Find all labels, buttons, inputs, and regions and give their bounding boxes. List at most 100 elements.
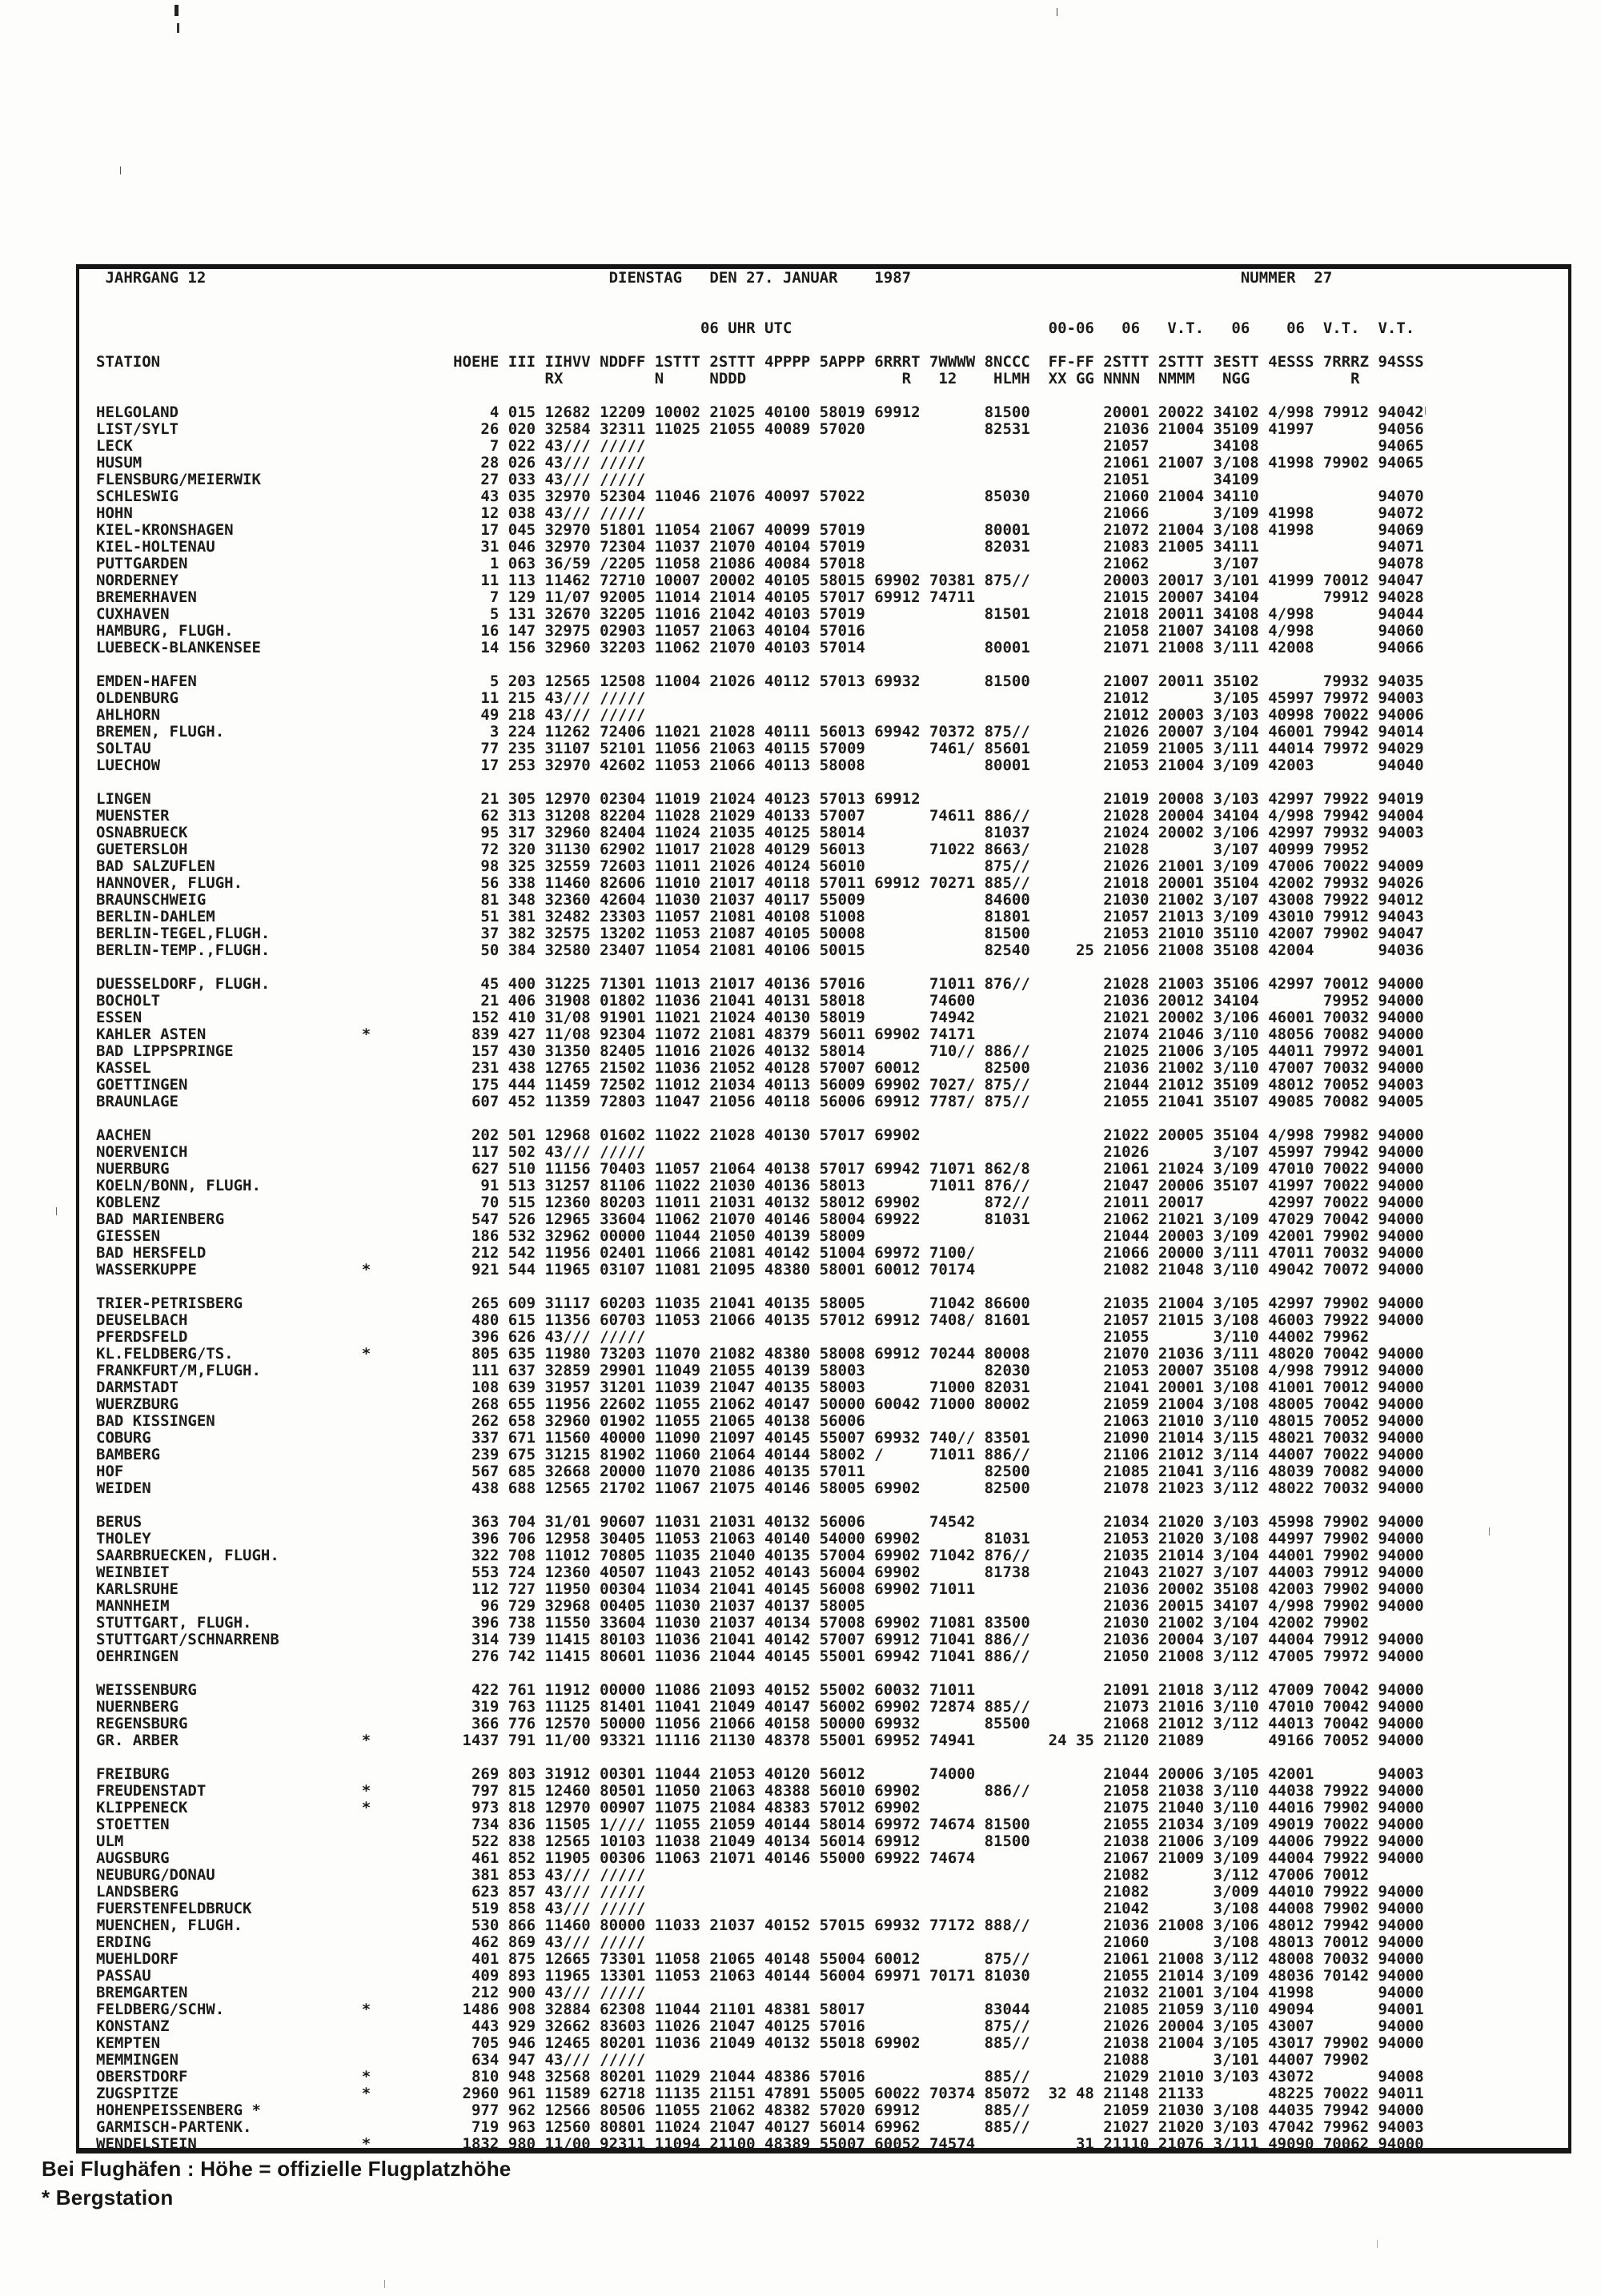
table-row: HANNOVER, FLUGH. 56 338 11460 82606 1101…: [96, 874, 1424, 892]
table-row: MUENSTER 62 313 31208 82204 11028 21029 …: [96, 807, 1424, 825]
table-row: FREUDENSTADT * 797 815 12460 80501 11050…: [96, 1782, 1424, 1800]
table-row: BREMERHAVEN 7 129 11/07 92005 11014 2101…: [96, 588, 1424, 606]
table-row: BREMGARTEN 212 900 43/// ///// 21032 210…: [96, 1984, 1424, 2001]
table-row: OEHRINGEN 276 742 11415 80601 11036 2104…: [96, 1648, 1424, 1665]
weather-observation-table: JAHRGANG 12 DIENSTAG DEN 27. JANUAR 1987…: [96, 270, 1424, 2153]
table-row: LUEBECK-BLANKENSEE 14 156 32960 32203 11…: [96, 639, 1424, 656]
table-row: COBURG 337 671 11560 40000 11090 21097 4…: [96, 1429, 1424, 1447]
table-row: BOCHOLT 21 406 31908 01802 11036 21041 4…: [96, 992, 1424, 1010]
table-row: WENDELSTEIN * 1832 980 11/00 92311 11094…: [96, 2135, 1424, 2153]
table-row: BAD SALZUFLEN 98 325 32559 72603 11011 2…: [96, 857, 1424, 875]
table-row: NORDERNEY 11 113 11462 72710 10007 20002…: [96, 572, 1424, 589]
table-row: WEISSENBURG 422 761 11912 00000 11086 21…: [96, 1681, 1424, 1699]
table-row: MUEHLDORF 401 875 12665 73301 11058 2106…: [96, 1950, 1424, 1968]
table-row: GARMISCH-PARTENK. 719 963 12560 80801 11…: [96, 2118, 1424, 2136]
table-row: NEUBURG/DONAU 381 853 43/// ///// 21082 …: [96, 1866, 1424, 1884]
table-row: EMDEN-HAFEN 5 203 12565 12508 11004 2102…: [96, 672, 1424, 690]
column-subheader-row: RX N NDDD R 12 HLMH XX GG NNNN NMMM NGG …: [96, 370, 1360, 387]
table-row: SCHLESWIG 43 035 32970 52304 11046 21076…: [96, 488, 1424, 505]
blank-row: [96, 287, 1424, 303]
table-row: GUETERSLOH 72 320 31130 62902 11017 2102…: [96, 841, 1424, 858]
blank-row: [96, 1665, 1424, 1682]
scan-noise: [175, 5, 179, 16]
table-row: KONSTANZ 443 929 32662 83603 11026 21047…: [96, 2017, 1424, 2035]
table-row: HAMBURG, FLUGH. 16 147 32975 02903 11057…: [96, 622, 1424, 640]
table-row: REGENSBURG 366 776 12570 50000 11056 210…: [96, 1715, 1424, 1732]
table-row: WEINBIET 553 724 12360 40507 11043 21052…: [96, 1563, 1424, 1581]
blank-row: [96, 959, 1424, 976]
table-frame: [76, 264, 1571, 2154]
table-row: BRAUNSCHWEIG 81 348 32360 42604 11030 21…: [96, 891, 1424, 909]
table-row: HUSUM 28 026 43/// ///// 21061 21007 3/1…: [96, 454, 1424, 472]
table-row: DARMSTADT 108 639 31957 31201 11039 2104…: [96, 1379, 1424, 1396]
table-row: BREMEN, FLUGH. 3 224 11262 72406 11021 2…: [96, 723, 1424, 741]
table-row: GIESSEN 186 532 32962 00000 11044 21050 …: [96, 1227, 1424, 1245]
table-row: THOLEY 396 706 12958 30405 11053 21063 4…: [96, 1530, 1424, 1547]
title-row: JAHRGANG 12 DIENSTAG DEN 27. JANUAR 1987…: [96, 269, 1333, 287]
table-row: FELDBERG/SCHW. * 1486 908 32884 62308 11…: [96, 2001, 1424, 2018]
table-row: SAARBRUECKEN, FLUGH. 322 708 11012 70805…: [96, 1547, 1424, 1564]
table-row: HOHN 12 038 43/// ///// 21066 3/109 4199…: [96, 504, 1424, 522]
table-row: PFERDSFELD 396 626 43/// ///// 21055 3/1…: [96, 1328, 1424, 1346]
table-row: BAD LIPPSPRINGE 157 430 31350 82405 1101…: [96, 1042, 1424, 1060]
table-row: WASSERKUPPE * 921 544 11965 03107 11081 …: [96, 1261, 1424, 1278]
table-row: FRANKFURT/M,FLUGH. 111 637 32859 29901 1…: [96, 1362, 1424, 1379]
blank-row: [96, 774, 1424, 791]
table-row: KLIPPENECK * 973 818 12970 00907 11075 2…: [96, 1799, 1424, 1816]
column-header-row: STATION HOEHE III IIHVV NDDFF 1STTT 2STT…: [96, 353, 1424, 371]
table-row: KASSEL 231 438 12765 21502 11036 21052 4…: [96, 1059, 1424, 1077]
table-row: LIST/SYLT 26 020 32584 32311 11025 21055…: [96, 420, 1424, 438]
table-row: LECK 7 022 43/// ///// 21057 34108 94065: [96, 437, 1424, 455]
table-row: KL.FELDBERG/TS. * 805 635 11980 73203 11…: [96, 1345, 1424, 1363]
blank-row: [96, 1497, 1424, 1514]
blank-row: [96, 656, 1424, 673]
table-row: PUTTGARDEN 1 063 36/59 /2205 11058 21086…: [96, 555, 1424, 572]
table-row: AUGSBURG 461 852 11905 00306 11063 21071…: [96, 1849, 1424, 1867]
table-row: KAHLER ASTEN * 839 427 11/08 92304 11072…: [96, 1026, 1424, 1043]
table-row: OLDENBURG 11 215 43/// ///// 21012 3/105…: [96, 689, 1424, 707]
table-row: ULM 522 838 12565 10103 11038 21049 4013…: [96, 1832, 1424, 1850]
table-row: LANDSBERG 623 857 43/// ///// 21082 3/00…: [96, 1883, 1424, 1901]
table-row: BERLIN-TEMP.,FLUGH. 50 384 32580 23407 1…: [96, 941, 1424, 959]
table-row: WEIDEN 438 688 12565 21702 11067 21075 4…: [96, 1479, 1424, 1497]
table-row: SOLTAU 77 235 31107 52101 11056 21063 40…: [96, 740, 1424, 757]
table-row: HOHENPEISSENBERG * 977 962 12566 80506 1…: [96, 2101, 1424, 2119]
table-row: LUECHOW 17 253 32970 42602 11053 21066 4…: [96, 757, 1424, 774]
table-row: STOETTEN 734 836 11505 1//// 11055 21059…: [96, 1816, 1424, 1833]
table-row: BAD KISSINGEN 262 658 32960 01902 11055 …: [96, 1412, 1424, 1430]
table-row: FREIBURG 269 803 31912 00301 11044 21053…: [96, 1765, 1424, 1783]
table-row: KIEL-KRONSHAGEN 17 045 32970 51801 11054…: [96, 521, 1424, 539]
table-row: KOBLENZ 70 515 12360 80203 11011 21031 4…: [96, 1194, 1424, 1211]
blank-row: [96, 303, 1424, 320]
blank-row: [96, 337, 1424, 354]
table-row: STUTTGART, FLUGH. 396 738 11550 33604 11…: [96, 1614, 1424, 1632]
table-row: BERLIN-DAHLEM 51 381 32482 23303 11057 2…: [96, 908, 1424, 925]
table-row: MEMMINGEN 634 947 43/// ///// 21088 3/10…: [96, 2051, 1424, 2069]
table-row: STUTTGART/SCHNARRENB 314 739 11415 80103…: [96, 1631, 1424, 1648]
time-header-row: 06 UHR UTC 00-06 06 V.T. 06 06 V.T. V.T.: [96, 319, 1415, 337]
table-row: GR. ARBER * 1437 791 11/00 93321 11116 2…: [96, 1732, 1424, 1749]
table-row: AACHEN 202 501 12968 01602 11022 21028 4…: [96, 1126, 1424, 1144]
table-row: TRIER-PETRISBERG 265 609 31117 60203 110…: [96, 1295, 1424, 1312]
table-row: CUXHAVEN 5 131 32670 32205 11016 21042 4…: [96, 605, 1424, 623]
table-row: AHLHORN 49 218 43/// ///// 21012 20003 3…: [96, 706, 1424, 724]
table-row: LINGEN 21 305 12970 02304 11019 21024 40…: [96, 790, 1424, 808]
table-row: OSNABRUECK 95 317 32960 82404 11024 2103…: [96, 824, 1424, 841]
table-row: KARLSRUHE 112 727 11950 00304 11034 2104…: [96, 1580, 1424, 1598]
table-row: FLENSBURG/MEIERWIK 27 033 43/// ///// 21…: [96, 471, 1424, 488]
footer-note-bergstation: * Bergstation: [42, 2186, 174, 2210]
table-row: KIEL-HOLTENAU 31 046 32970 72304 11037 2…: [96, 538, 1424, 556]
table-row: WUERZBURG 268 655 11956 22602 11055 2106…: [96, 1395, 1424, 1413]
table-row: HELGOLAND 4 015 12682 12209 10002 21025 …: [96, 403, 1424, 421]
table-row: BERLIN-TEGEL,FLUGH. 37 382 32575 13202 1…: [96, 925, 1424, 942]
table-row: FUERSTENFELDBRUCK 519 858 43/// ///// 21…: [96, 1900, 1424, 1917]
table-row: ESSEN 152 410 31/08 91901 11021 21024 40…: [96, 1009, 1424, 1026]
table-row: BAD HERSFELD 212 542 11956 02401 11066 2…: [96, 1244, 1424, 1262]
table-row: PASSAU 409 893 11965 13301 11053 21063 4…: [96, 1967, 1424, 1985]
table-row: ZUGSPITZE * 2960 961 11589 62718 11135 2…: [96, 2085, 1424, 2102]
table-row: ERDING 462 869 43/// ///// 21060 3/108 4…: [96, 1933, 1424, 1951]
table-row: BAD MARIENBERG 547 526 12965 33604 11062…: [96, 1210, 1424, 1228]
blank-row: [96, 387, 1424, 404]
blank-row: [96, 1278, 1424, 1295]
table-row: BERUS 363 704 31/01 90607 11031 21031 40…: [96, 1513, 1424, 1531]
